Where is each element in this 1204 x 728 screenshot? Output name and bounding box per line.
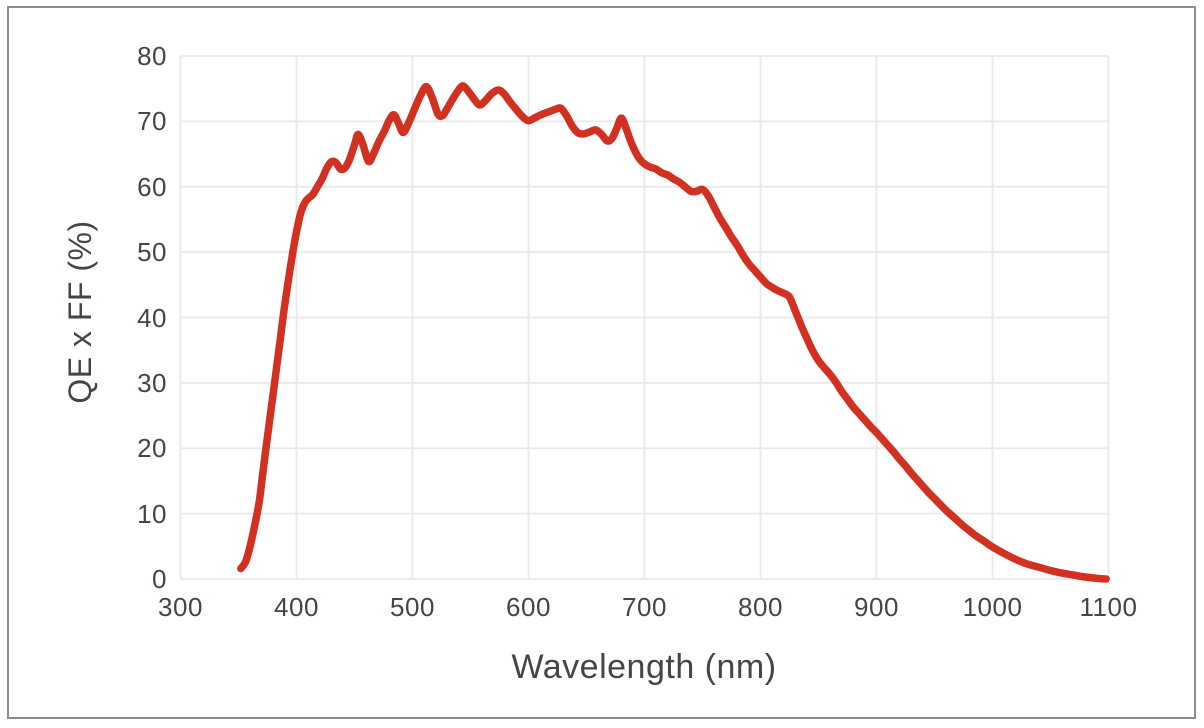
- y-tick-label: 0: [152, 564, 167, 594]
- x-tick-label: 400: [274, 592, 319, 622]
- x-tick-label: 1100: [1079, 592, 1138, 622]
- chart-frame-border: [7, 6, 1196, 719]
- qe-curve: [237, 82, 1110, 583]
- y-tick-label: 30: [137, 367, 167, 398]
- x-tick-label: 600: [506, 592, 551, 622]
- y-tick-label: 50: [137, 237, 167, 268]
- x-tick-label: 800: [738, 592, 783, 622]
- y-tick-label: 70: [137, 106, 167, 137]
- y-tick-label: 40: [137, 302, 167, 333]
- y-tick-label: 80: [137, 41, 167, 71]
- y-tick-label: 10: [137, 498, 167, 529]
- x-tick-label: 900: [854, 592, 899, 622]
- y-tick-label: 20: [137, 433, 167, 464]
- x-axis-title: Wavelength (nm): [511, 648, 777, 686]
- x-tick-label: 500: [390, 592, 435, 622]
- y-tick-label: 60: [137, 171, 167, 202]
- x-tick-label: 1000: [962, 592, 1023, 622]
- x-tick-label: 700: [622, 592, 667, 622]
- x-tick-label: 300: [158, 592, 203, 622]
